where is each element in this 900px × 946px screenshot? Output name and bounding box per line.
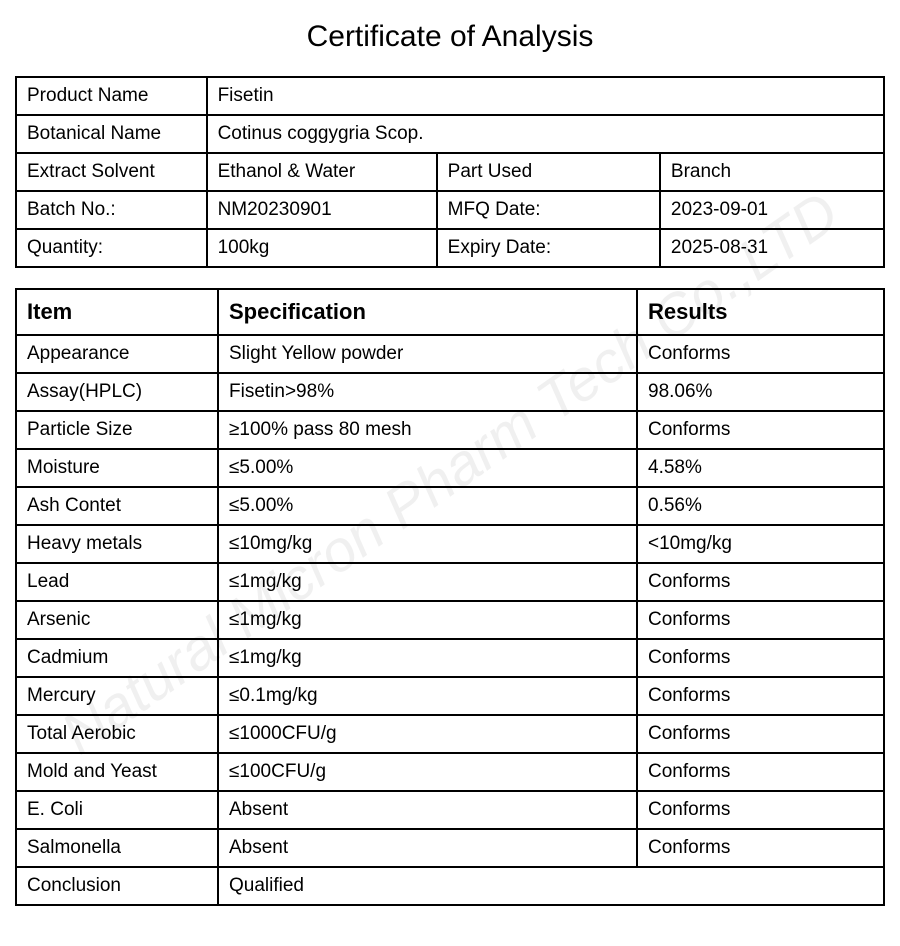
item-cell: Cadmium — [16, 639, 218, 677]
results-header: Results — [637, 289, 884, 335]
table-row: Mold and Yeast≤100CFU/gConforms — [16, 753, 884, 791]
item-cell: Total Aerobic — [16, 715, 218, 753]
mfq-date-value: 2023-09-01 — [660, 191, 884, 229]
spec-cell: Fisetin>98% — [218, 373, 637, 411]
item-cell: Assay(HPLC) — [16, 373, 218, 411]
quantity-label: Quantity: — [16, 229, 207, 267]
item-cell: Mercury — [16, 677, 218, 715]
item-cell: Salmonella — [16, 829, 218, 867]
table-row: Arsenic≤1mg/kgConforms — [16, 601, 884, 639]
spec-cell: ≤0.1mg/kg — [218, 677, 637, 715]
results-header-row: Item Specification Results — [16, 289, 884, 335]
result-cell: <10mg/kg — [637, 525, 884, 563]
table-row: ConclusionQualified — [16, 867, 884, 905]
result-cell: Conforms — [637, 411, 884, 449]
table-row: Quantity: 100kg Expiry Date: 2025-08-31 — [16, 229, 884, 267]
result-cell: Conforms — [637, 639, 884, 677]
table-row: Particle Size≥100% pass 80 meshConforms — [16, 411, 884, 449]
item-cell: Ash Contet — [16, 487, 218, 525]
product-name-label: Product Name — [16, 77, 207, 115]
spec-cell: ≤1000CFU/g — [218, 715, 637, 753]
result-cell: Conforms — [637, 677, 884, 715]
result-cell: 98.06% — [637, 373, 884, 411]
spec-cell: ≥100% pass 80 mesh — [218, 411, 637, 449]
table-row: Product Name Fisetin — [16, 77, 884, 115]
part-used-label: Part Used — [437, 153, 660, 191]
expiry-date-label: Expiry Date: — [437, 229, 660, 267]
spec-cell: ≤5.00% — [218, 487, 637, 525]
extract-solvent-value: Ethanol & Water — [207, 153, 437, 191]
item-cell: Appearance — [16, 335, 218, 373]
result-cell: Conforms — [637, 829, 884, 867]
spec-cell: ≤100CFU/g — [218, 753, 637, 791]
result-cell: 4.58% — [637, 449, 884, 487]
item-cell: Heavy metals — [16, 525, 218, 563]
spec-cell: Absent — [218, 791, 637, 829]
batch-no-value: NM20230901 — [207, 191, 437, 229]
page-title: Certificate of Analysis — [15, 20, 885, 54]
item-cell: Mold and Yeast — [16, 753, 218, 791]
table-row: Total Aerobic≤1000CFU/gConforms — [16, 715, 884, 753]
results-table: Item Specification Results AppearanceSli… — [15, 288, 885, 906]
batch-no-label: Batch No.: — [16, 191, 207, 229]
table-row: Heavy metals≤10mg/kg<10mg/kg — [16, 525, 884, 563]
part-used-value: Branch — [660, 153, 884, 191]
extract-solvent-label: Extract Solvent — [16, 153, 207, 191]
result-cell: Conforms — [637, 753, 884, 791]
result-cell: Conforms — [637, 601, 884, 639]
spec-cell: Qualified — [218, 867, 884, 905]
table-row: Assay(HPLC)Fisetin>98%98.06% — [16, 373, 884, 411]
table-row: AppearanceSlight Yellow powderConforms — [16, 335, 884, 373]
table-row: E. ColiAbsentConforms — [16, 791, 884, 829]
result-cell: Conforms — [637, 791, 884, 829]
result-cell: Conforms — [637, 563, 884, 601]
spec-cell: ≤1mg/kg — [218, 601, 637, 639]
table-row: Mercury≤0.1mg/kgConforms — [16, 677, 884, 715]
result-cell: Conforms — [637, 335, 884, 373]
table-row: Cadmium≤1mg/kgConforms — [16, 639, 884, 677]
result-cell: 0.56% — [637, 487, 884, 525]
table-row: Ash Contet≤5.00%0.56% — [16, 487, 884, 525]
table-row: SalmonellaAbsentConforms — [16, 829, 884, 867]
item-header: Item — [16, 289, 218, 335]
quantity-value: 100kg — [207, 229, 437, 267]
spec-cell: Slight Yellow powder — [218, 335, 637, 373]
table-row: Batch No.: NM20230901 MFQ Date: 2023-09-… — [16, 191, 884, 229]
item-cell: Conclusion — [16, 867, 218, 905]
item-cell: Lead — [16, 563, 218, 601]
item-cell: Moisture — [16, 449, 218, 487]
item-cell: Arsenic — [16, 601, 218, 639]
product-name-value: Fisetin — [207, 77, 884, 115]
mfq-date-label: MFQ Date: — [437, 191, 660, 229]
item-cell: Particle Size — [16, 411, 218, 449]
table-row: Botanical Name Cotinus coggygria Scop. — [16, 115, 884, 153]
specification-header: Specification — [218, 289, 637, 335]
item-cell: E. Coli — [16, 791, 218, 829]
spec-cell: ≤1mg/kg — [218, 639, 637, 677]
spec-cell: ≤10mg/kg — [218, 525, 637, 563]
info-table: Product Name Fisetin Botanical Name Coti… — [15, 76, 885, 268]
spec-cell: Absent — [218, 829, 637, 867]
spec-cell: ≤1mg/kg — [218, 563, 637, 601]
spec-cell: ≤5.00% — [218, 449, 637, 487]
table-row: Moisture≤5.00%4.58% — [16, 449, 884, 487]
botanical-name-value: Cotinus coggygria Scop. — [207, 115, 884, 153]
table-row: Extract Solvent Ethanol & Water Part Use… — [16, 153, 884, 191]
expiry-date-value: 2025-08-31 — [660, 229, 884, 267]
table-row: Lead≤1mg/kgConforms — [16, 563, 884, 601]
botanical-name-label: Botanical Name — [16, 115, 207, 153]
result-cell: Conforms — [637, 715, 884, 753]
